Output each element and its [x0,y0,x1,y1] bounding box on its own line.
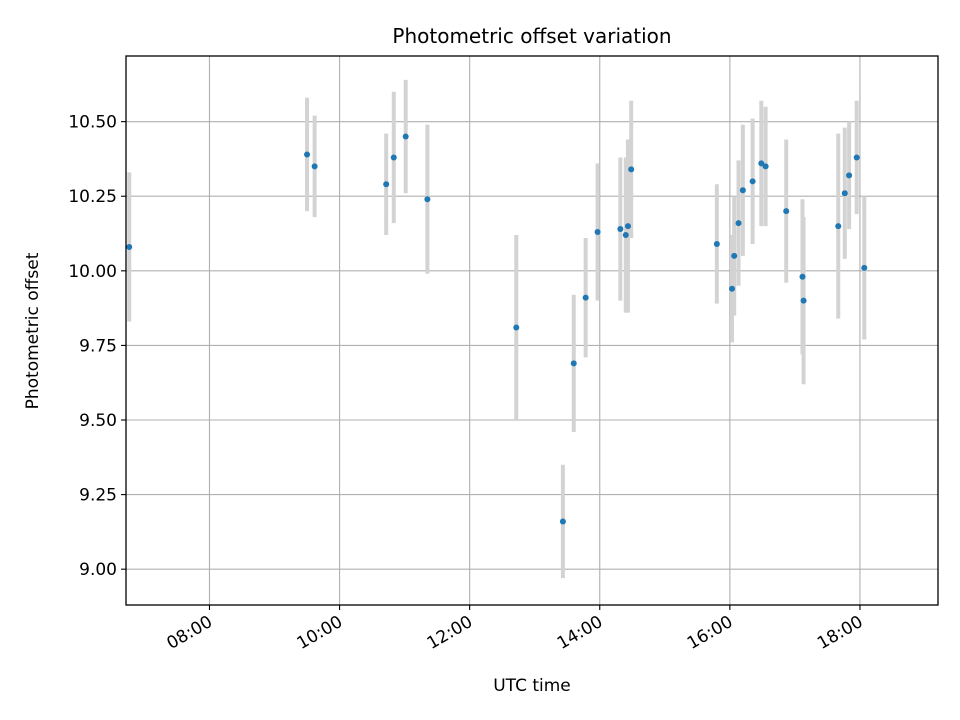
data-point [841,190,848,197]
data-point [758,160,765,167]
data-point [126,243,133,250]
data-point [582,294,589,301]
data-point [729,285,736,292]
data-point [853,154,860,161]
data-point [311,163,318,170]
data-point [749,178,756,185]
data-point [383,181,390,188]
data-point [762,163,769,170]
data-point [713,240,720,247]
y-tick-label: 10.25 [68,187,117,207]
plot-frame [125,55,939,606]
data-point [731,252,738,259]
x-axis-label: UTC time [493,676,571,696]
data-point [846,172,853,179]
data-point [622,232,629,239]
data-point [799,273,806,280]
data-points [126,133,868,525]
data-point [570,360,577,367]
data-point [594,229,601,236]
data-point [424,196,431,203]
data-point [390,154,397,161]
data-point [304,151,311,158]
y-tick-label: 10.50 [68,113,117,133]
data-point [402,133,409,140]
data-point [739,187,746,194]
y-tick-label: 9.50 [79,411,117,431]
y-tick-label: 9.75 [79,336,117,356]
data-point [835,223,842,230]
chart-title: Photometric offset variation [392,24,671,48]
y-tick-label: 10.00 [68,262,117,282]
data-point [617,226,624,233]
data-point [800,297,807,304]
y-tick-label: 9.00 [79,560,117,580]
y-tick-label: 9.25 [79,486,117,506]
data-point [861,264,868,271]
y-axis-label: Photometric offset [23,252,43,409]
data-point [783,208,790,215]
data-point [628,166,635,173]
data-point [513,324,520,331]
data-point [735,220,742,227]
data-point [559,518,566,525]
data-point [624,223,631,230]
